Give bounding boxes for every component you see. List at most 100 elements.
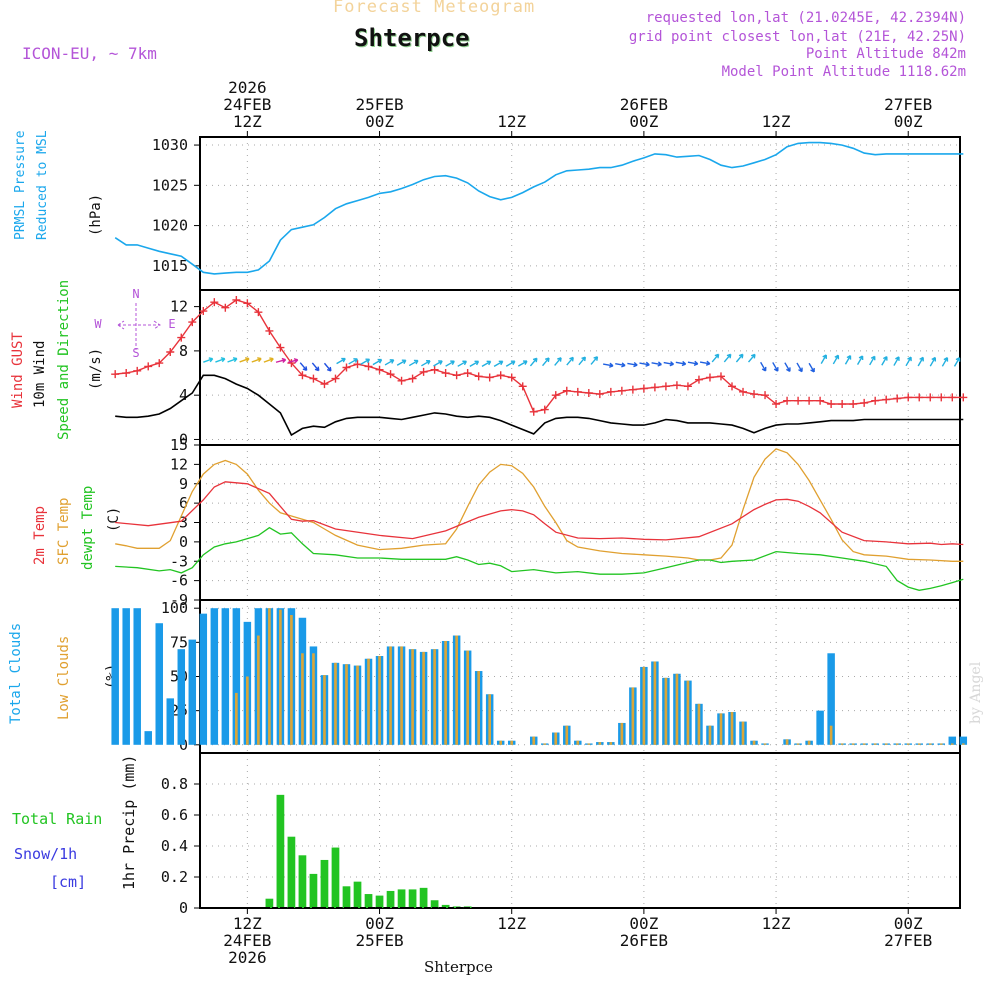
low-clouds-bar (532, 736, 536, 745)
wind-direction-arrow (869, 355, 876, 366)
low-clouds-bar (741, 721, 745, 745)
wind-direction-arrow (396, 359, 407, 366)
wind-direction-arrow (723, 353, 732, 363)
low-clouds-bar (400, 646, 403, 745)
low-clouds-bar (631, 687, 635, 745)
gust-marker (683, 382, 692, 391)
gust-marker (860, 398, 869, 407)
x-tick-label-top: 2026 (228, 78, 267, 97)
y-tick-label: -9 (170, 591, 188, 609)
wind-direction-arrow (227, 357, 238, 363)
wind-direction-arrow (953, 357, 961, 367)
low-clouds-bar (279, 609, 282, 745)
compass-n-label: N (132, 287, 139, 301)
y-tick-label: 3 (179, 514, 188, 532)
low-clouds-bar (488, 694, 492, 745)
low-clouds-bar (851, 743, 855, 745)
compass-e-label: E (168, 317, 175, 331)
low-clouds-bar (609, 742, 613, 745)
gust-marker (496, 371, 505, 380)
gust-marker (805, 396, 814, 405)
gust-marker (111, 370, 120, 379)
wind-direction-arrow (275, 357, 287, 364)
low-clouds-bar (455, 635, 458, 745)
low-clouds-bar (686, 680, 690, 745)
x-tick-label-bottom: 00Z (629, 914, 658, 933)
gust-marker (772, 400, 781, 409)
wind-direction-arrow (844, 355, 852, 365)
total-clouds-bar (144, 731, 152, 745)
y-tick-label: -6 (170, 572, 188, 590)
low-clouds-bar (246, 676, 249, 745)
low-clouds-bar (895, 743, 899, 745)
rain-legend: Total Rain (12, 810, 103, 828)
y-tick-label: -3 (170, 552, 188, 570)
gust-marker (452, 371, 461, 380)
snow-unit: [cm] (50, 873, 87, 891)
x-tick-label-bottom: 00Z (894, 914, 923, 933)
gust-marker (364, 362, 373, 371)
wind-direction-arrow (263, 357, 274, 363)
total-clouds-bar (133, 608, 141, 745)
gust-marker (199, 307, 208, 316)
low-clouds-bar (587, 743, 591, 745)
gust-marker (562, 386, 571, 395)
wind-direction-arrow (675, 360, 687, 367)
gust-marker (518, 382, 527, 391)
low-clouds-bar (301, 653, 304, 745)
gust-marker (232, 295, 241, 304)
wind-direction-arrow (820, 354, 827, 364)
total-clouds-bar (166, 698, 175, 745)
low-clouds-bar (697, 703, 701, 745)
low-clouds-bar (444, 640, 447, 745)
gust-marker (915, 393, 924, 402)
wind-direction-arrow (578, 356, 587, 366)
gust-marker (728, 382, 736, 391)
gust-marker (750, 390, 759, 399)
x-tick-label-top: 26FEB (620, 95, 668, 114)
gust-marker (397, 376, 406, 385)
wind-direction-arrow (299, 362, 308, 372)
wind-direction-arrow (481, 360, 492, 367)
gust-marker (474, 372, 483, 381)
sfc-temp-line (115, 448, 964, 562)
x-tick-label-top: 00Z (629, 112, 658, 131)
wind-direction-arrow (360, 358, 371, 365)
x-tick-label-top: 24FEB (223, 95, 271, 114)
low-clouds-bar (730, 712, 734, 745)
low-clouds-bar (906, 743, 910, 745)
gust-marker (849, 400, 858, 409)
wind-direction-arrow (651, 361, 662, 367)
low-clouds-bar (708, 725, 712, 745)
wind-direction-arrow (881, 356, 888, 366)
total-clouds-bar (827, 653, 835, 745)
low-clouds-bar (862, 743, 866, 745)
wind-direction-arrow (311, 362, 320, 372)
low-clouds-bar (939, 743, 943, 745)
wind-direction-arrow (856, 355, 864, 365)
gust-marker (122, 369, 131, 378)
low-clouds-bar (620, 722, 624, 745)
gust-marker (331, 374, 340, 383)
requested-coords: requested lon,lat (21.0245E, 42.2394N) (645, 10, 966, 26)
gust-marker (529, 407, 538, 416)
gust-marker (893, 394, 902, 403)
wind-direction-arrow (639, 361, 650, 367)
gust-marker (320, 380, 329, 389)
model-label: ICON-EU, ~ 7km (22, 44, 157, 63)
gust-marker (882, 395, 891, 404)
gust-marker (948, 393, 957, 402)
low-clouds-bar (565, 725, 569, 745)
rain-bar (276, 794, 285, 908)
gust-marker (419, 367, 428, 376)
y-tick-label: 12 (170, 298, 188, 316)
wind-direction-arrow (457, 360, 468, 367)
low-clouds-bar (290, 615, 293, 745)
low-clouds-bar (268, 608, 271, 745)
x-tick-label-bottom: 2026 (228, 948, 267, 967)
y-tick-label: 1025 (152, 176, 188, 194)
gust-marker (430, 365, 439, 374)
gust-marker (904, 393, 913, 402)
x-tick-label-bottom: 25FEB (355, 931, 403, 950)
gust-marker (650, 383, 659, 392)
